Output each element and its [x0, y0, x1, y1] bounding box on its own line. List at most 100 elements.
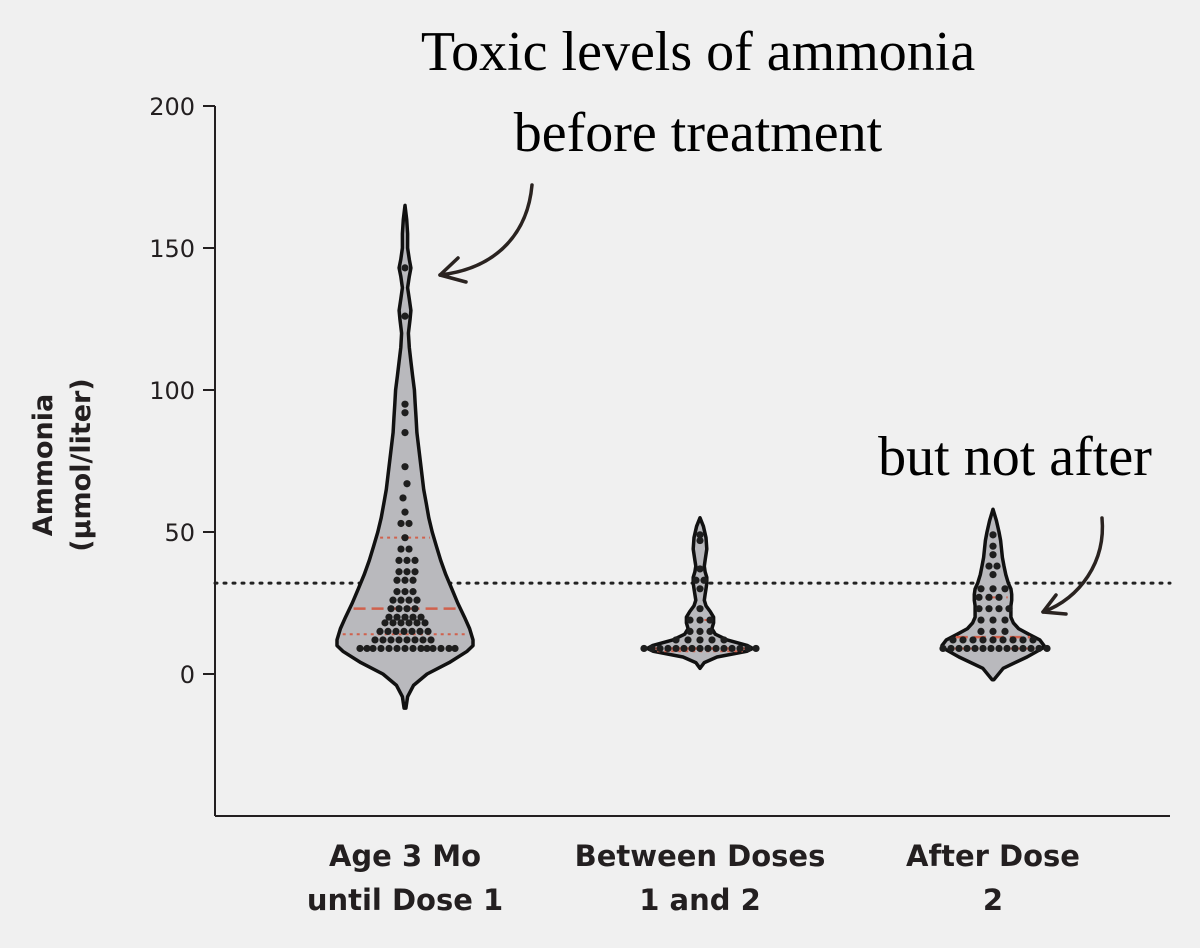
data-point [381, 619, 389, 627]
axes: 0 50 100 150 200 [149, 93, 1170, 817]
data-point [1001, 627, 1009, 636]
data-point [411, 636, 419, 644]
data-point [395, 636, 403, 644]
data-point [720, 636, 728, 644]
data-point [401, 463, 409, 471]
data-point [409, 613, 417, 621]
data-point [408, 627, 416, 636]
data-point [712, 644, 720, 653]
data-point [696, 605, 704, 613]
annotation-right: but not after [878, 426, 1152, 488]
data-point [413, 619, 421, 627]
data-point [971, 644, 979, 653]
arrow-top-head [438, 256, 468, 284]
data-point [989, 627, 997, 636]
data-point [409, 588, 417, 596]
annotation-top-line1: Toxic levels of ammonia [421, 21, 976, 83]
data-point [395, 556, 403, 565]
data-point [706, 627, 714, 636]
data-point [384, 627, 392, 636]
data-point [393, 588, 401, 596]
data-point [417, 613, 425, 621]
data-point [949, 636, 957, 644]
data-point [403, 480, 411, 488]
data-point [704, 644, 712, 653]
data-point [411, 556, 419, 565]
data-point [405, 545, 413, 553]
data-point [975, 605, 983, 613]
data-point [696, 531, 704, 539]
category-label-1-line2: until Dose 1 [307, 883, 503, 917]
category-label-2-line1: Between Doses [575, 839, 826, 873]
data-point [1001, 585, 1009, 593]
data-point [401, 312, 409, 320]
data-point [648, 644, 656, 653]
data-point [387, 605, 395, 613]
data-point [399, 494, 407, 502]
data-point [427, 636, 435, 644]
data-point [401, 264, 409, 272]
data-point [401, 429, 409, 437]
data-point [656, 644, 664, 653]
data-point [429, 644, 437, 653]
data-point [393, 613, 401, 621]
data-point [421, 619, 429, 627]
data-point [401, 409, 409, 417]
data-point [993, 562, 1001, 570]
data-point [403, 556, 411, 565]
data-point [696, 565, 704, 573]
data-point [752, 644, 760, 653]
data-point [979, 636, 987, 644]
y-tick-label-150: 150 [149, 235, 195, 263]
category-label-2-line2: 1 and 2 [639, 883, 761, 917]
y-tick-label-50: 50 [164, 519, 195, 547]
data-point [955, 644, 963, 653]
data-point [700, 576, 708, 584]
data-point [728, 644, 736, 653]
data-point [696, 644, 704, 653]
data-point [401, 588, 409, 596]
data-point [1043, 644, 1051, 653]
data-point [696, 616, 704, 624]
data-point [736, 644, 744, 653]
data-point [686, 627, 694, 636]
data-point [409, 644, 417, 653]
violin-shape [335, 203, 475, 710]
data-point [977, 627, 985, 636]
data-point [975, 593, 983, 601]
data-point [963, 644, 971, 653]
data-point [413, 596, 421, 604]
data-point [385, 644, 393, 653]
data-point [640, 644, 648, 653]
data-point [356, 644, 364, 653]
data-point [1027, 644, 1035, 653]
arrow-top-shaft [438, 183, 534, 277]
arrow-right-head [1041, 593, 1068, 616]
data-point [977, 585, 985, 593]
data-point [1035, 644, 1043, 653]
data-point [401, 534, 409, 542]
data-point [379, 636, 387, 644]
violin-group-1 [335, 203, 475, 710]
data-point [395, 605, 403, 613]
data-point [1011, 644, 1019, 653]
data-point [1029, 636, 1037, 644]
data-point [664, 644, 672, 653]
data-point [979, 644, 987, 653]
data-point [445, 644, 453, 653]
annotation-arrow-top [438, 183, 534, 284]
data-point [1001, 616, 1009, 624]
data-point [377, 644, 385, 653]
data-point [385, 613, 393, 621]
data-point [405, 619, 413, 627]
data-point [939, 644, 947, 653]
data-point [371, 636, 379, 644]
y-axis-title-line1: Ammonia [28, 394, 59, 536]
data-point [411, 605, 419, 613]
data-point [401, 644, 409, 653]
violin-group-2 [640, 516, 760, 671]
data-point [680, 644, 688, 653]
data-point [437, 644, 445, 653]
data-point [989, 636, 997, 644]
